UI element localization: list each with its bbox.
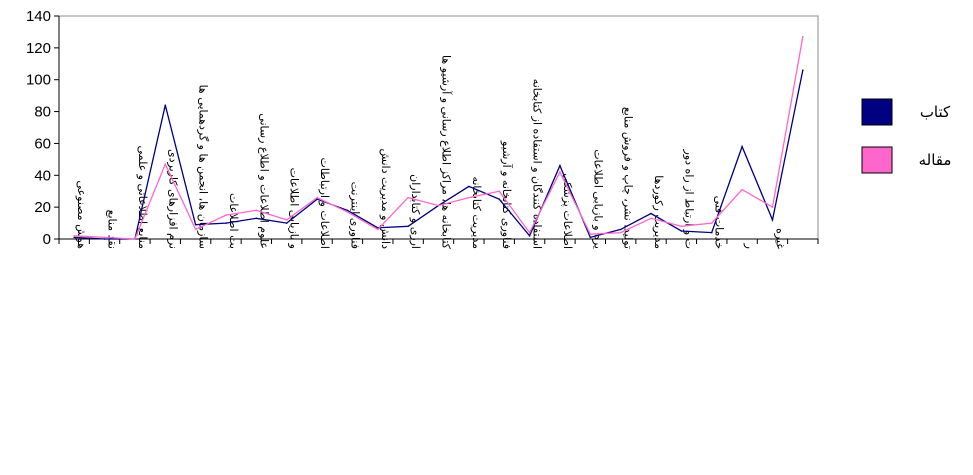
legend-label-2: مقاله [919,151,952,169]
data-point [164,163,167,165]
data-point [407,225,409,228]
x-tick-label: اطلاعات و ارتباطات [318,157,331,249]
legend: کتاب مقاله [861,98,952,174]
y-tick-label: 80 [34,104,51,121]
y-axis-ticks: 0 20 40 60 80 100 120 140 [26,8,59,248]
x-tick-label: خدمات فنی [713,196,726,249]
x-axis-ticks: هوش مصنوعی نقد منابع منابع اطلاعاتی و علمی… [58,55,819,250]
data-point [316,198,318,200]
data-point [255,217,258,220]
data-point [346,209,349,212]
x-tick-label: سازمان ها، انجمن ها و گردهمایی ها [197,85,210,249]
data-point [194,223,197,226]
x-tick-label: نرم افزارهای کاربردی [166,149,179,249]
data-point [285,219,288,221]
data-point [619,228,622,231]
x-tick-label: دانش و مدیریت دانش [379,148,392,249]
data-point [771,206,774,208]
x-tick-label: هوش مصنوعی [75,180,88,249]
data-point [103,236,106,239]
data-point [710,222,713,224]
data-point [710,231,713,234]
series-lines [73,35,804,240]
legend-swatch-1 [861,98,893,126]
data-point [650,212,652,215]
y-tick-label: 120 [26,40,51,57]
data-point [528,231,531,234]
data-point [468,185,470,188]
data-point [225,214,227,216]
data-point [73,235,75,237]
data-point [589,236,592,239]
x-tick-label: بت اطلاعات [227,193,240,249]
data-point [225,222,227,224]
x-tick-label: فناوری کتابخانه و آرشیو [500,140,514,249]
axes [58,15,819,240]
data-point [498,190,501,193]
x-tick-label: منابع اطلاعاتی و علمی [136,145,149,249]
data-point [650,217,652,220]
data-point [528,235,531,237]
x-tick-label: ارزی و کتابداران [409,174,422,249]
x-tick-label: نقد منابع [106,210,119,249]
data-point [559,164,561,167]
data-point [285,222,288,224]
x-tick-label: غیره [773,228,786,249]
x-tick-label: تولید، نشر، چاپ و فروش منابع [622,107,635,249]
data-point [316,196,318,199]
x-tick-label: کتابخانه ها، مراکز اطلاع رسانی و آرشیو ه… [440,55,454,250]
data-point [802,69,804,71]
legend-swatch-2 [861,146,893,174]
data-point [498,198,501,200]
x-tick-label: استفاده کنندگان و استفاده از کتابخانه [531,79,544,249]
y-tick-label: 0 [43,231,51,248]
data-point [680,225,683,228]
x-tick-label: و بازیابی اطلاعات [288,168,301,249]
x-tick-label: علوم اطلاعات و اطلاع رسانی [257,113,270,249]
data-point [103,238,106,240]
data-point [559,171,561,173]
x-tick-label: ر [743,243,756,249]
data-point [619,231,622,234]
x-tick-label: مدیریت رکوردها [652,175,665,249]
y-tick-label: 100 [26,72,51,89]
data-point [468,196,470,199]
legend-label-1: کتاب [920,103,951,121]
data-point [134,238,136,240]
data-point [376,228,379,231]
y-tick-label: 40 [34,167,51,184]
data-point [73,236,75,239]
data-point [771,219,774,221]
y-tick-label: 20 [34,199,51,216]
data-point [346,211,349,213]
data-point [802,35,804,38]
data-point [741,188,743,191]
x-tick-label: ت و ارتباط از راه دور [682,149,695,249]
x-tick-label: یره و بازیابی اطلاعات [591,149,604,249]
data-point [407,196,409,199]
data-point [589,233,592,236]
y-tick-label: 140 [26,8,51,25]
x-tick-label: مدیریت کتابخانه [470,176,483,249]
y-tick-label: 60 [34,135,51,152]
data-point [164,104,167,106]
data-point [194,228,197,231]
data-point [680,230,683,232]
data-point [255,209,258,212]
data-point [741,145,743,148]
data-point [437,204,440,207]
